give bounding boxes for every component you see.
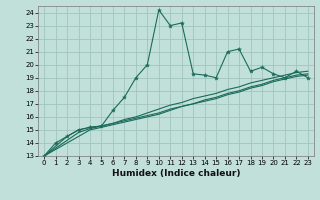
X-axis label: Humidex (Indice chaleur): Humidex (Indice chaleur) [112, 169, 240, 178]
